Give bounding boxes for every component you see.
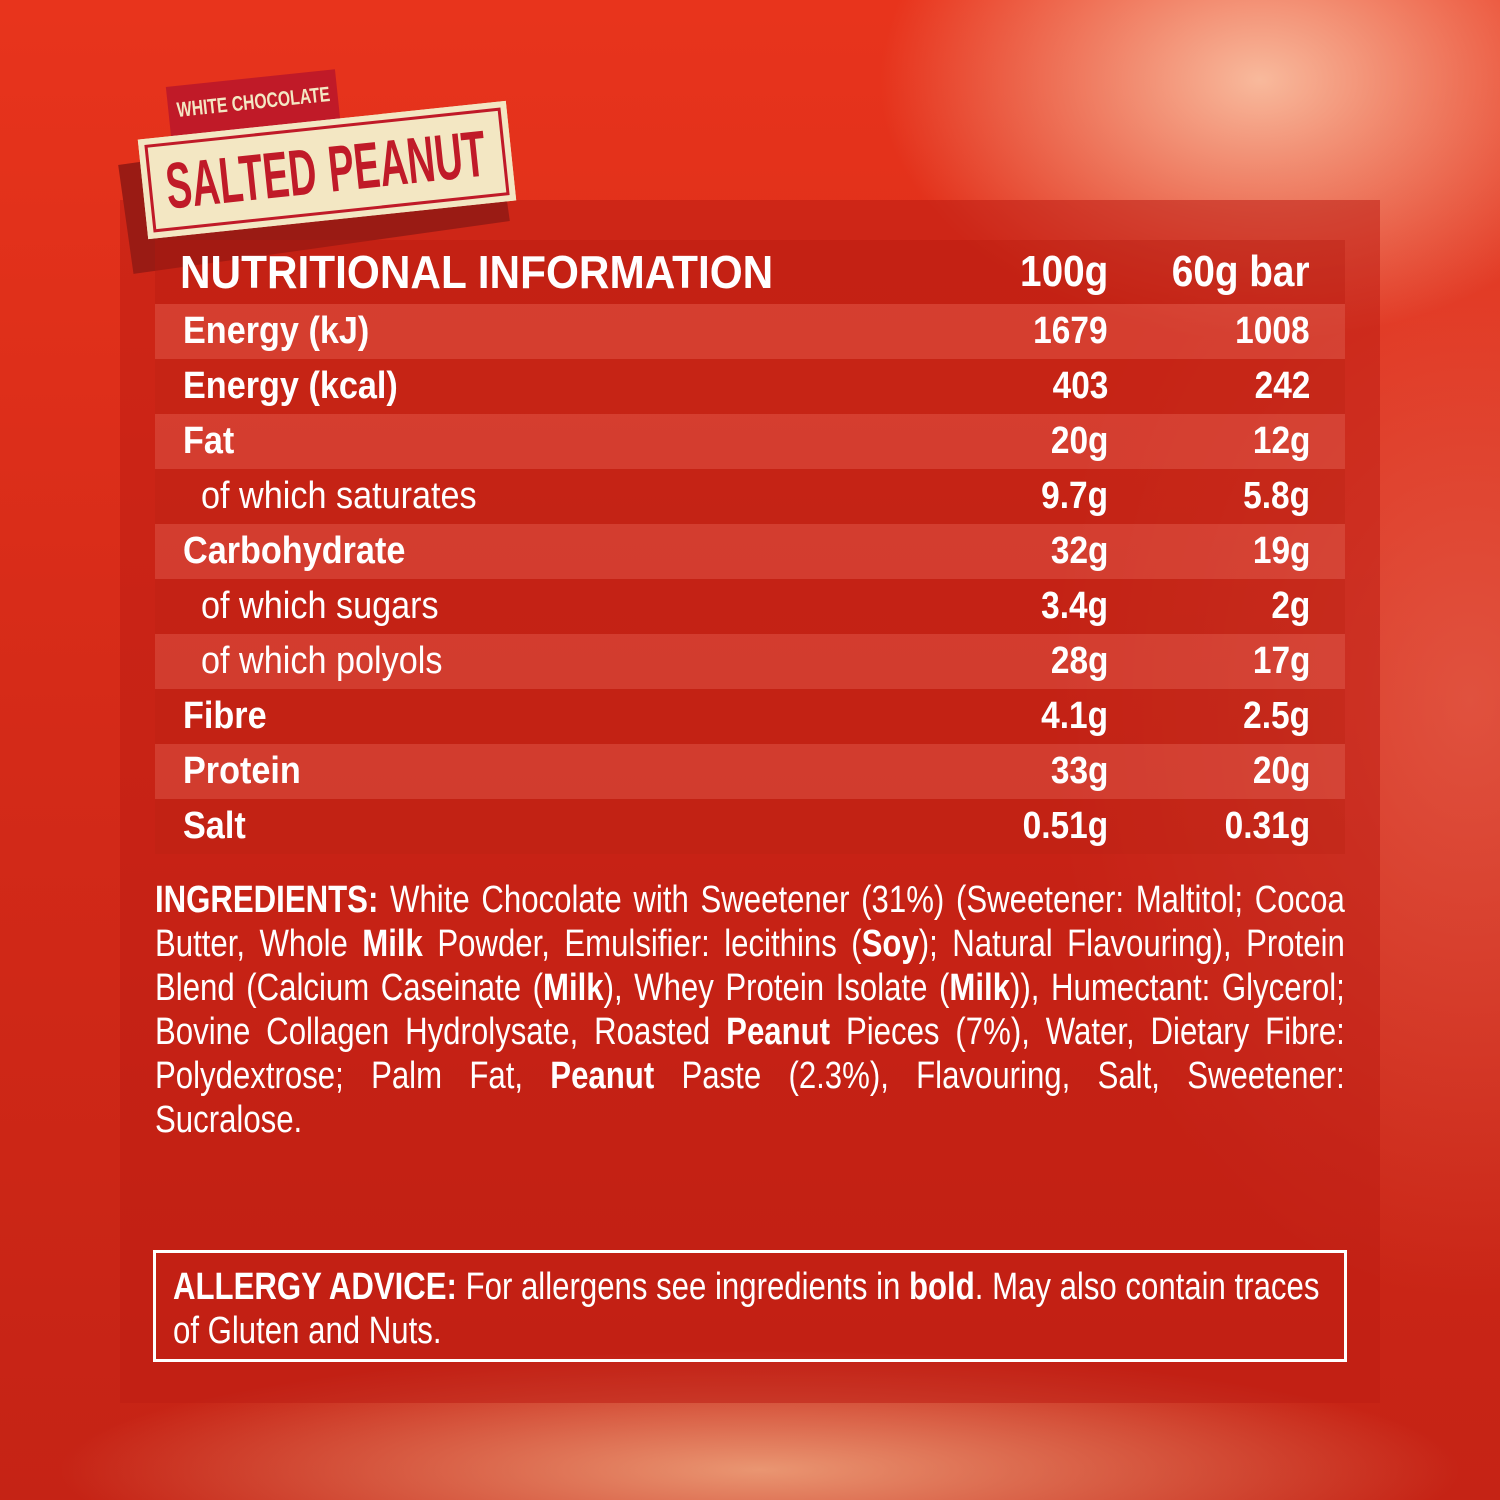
bold-text: ALLERGY ADVICE: — [173, 1266, 457, 1308]
text-segment: . May also contain traces of Gluten and … — [173, 1266, 1320, 1352]
nutrition-header-row: NUTRITIONAL INFORMATION 100g 60g bar — [155, 240, 1345, 304]
value-per-bar: 12g — [1252, 420, 1310, 462]
bold-text: Milk — [949, 967, 1011, 1009]
nutrition-title: NUTRITIONAL INFORMATION — [180, 246, 774, 298]
value-per-bar: 0.31g — [1224, 805, 1310, 847]
value-per-100g: 4.1g — [1041, 695, 1108, 737]
value-per-bar: 1008 — [1235, 310, 1310, 352]
text-segment: Powder, Emulsifier: lecithins ( — [422, 923, 862, 965]
value-per-bar: 2g — [1270, 585, 1310, 627]
bold-text: Soy — [861, 923, 919, 965]
nutrient-label: Carbohydrate — [183, 530, 406, 572]
nutrient-label: Fat — [183, 420, 235, 462]
nutrient-label: Energy (kcal) — [183, 365, 398, 407]
value-per-bar: 20g — [1252, 750, 1310, 792]
nutrition-row: of which saturates 9.7g 5.8g — [155, 469, 1345, 524]
allergy-advice-box: ALLERGY ADVICE: For allergens see ingred… — [153, 1250, 1347, 1362]
nutrient-label: of which sugars — [201, 585, 439, 627]
value-per-bar: 242 — [1254, 365, 1310, 407]
nutrition-row: of which polyols 28g 17g — [155, 634, 1345, 689]
bold-text: Peanut — [726, 1011, 831, 1053]
text-segment: For allergens see ingredients in — [456, 1266, 909, 1308]
nutrition-row: Salt 0.51g 0.31g — [155, 799, 1345, 854]
nutrient-label: of which saturates — [201, 475, 477, 517]
value-per-100g: 0.51g — [1022, 805, 1108, 847]
text-segment: ), Whey Protein Isolate ( — [603, 967, 950, 1009]
value-per-100g: 20g — [1050, 420, 1108, 462]
column-header-bar: 60g bar — [1172, 247, 1310, 296]
nutrition-table: NUTRITIONAL INFORMATION 100g 60g bar Ene… — [155, 240, 1345, 854]
nutrient-label: Protein — [183, 750, 301, 792]
bold-text: Peanut — [550, 1055, 655, 1097]
text-segment: ); Natural Flavouring), Protein Blend (C… — [155, 923, 1345, 1009]
column-header-100g: 100g — [1019, 247, 1108, 296]
bold-text: Milk — [362, 923, 423, 965]
flavour-word-1: SALTED — [162, 135, 320, 223]
text-segment: Paste (2.3%), Flavouring, Salt, Sweetene… — [155, 1055, 1345, 1141]
bold-text: bold — [908, 1266, 975, 1308]
text-segment: )), Humectant: Glycerol; Bovine Collagen… — [155, 967, 1345, 1053]
nutrient-label: Salt — [183, 805, 246, 847]
nutrient-label: Fibre — [183, 695, 267, 737]
value-per-bar: 19g — [1252, 530, 1310, 572]
value-per-100g: 3.4g — [1041, 585, 1108, 627]
flavour-logo: WHITE CHOCOLATE SALTED PEANUT — [118, 50, 520, 274]
bold-text: Milk — [542, 967, 604, 1009]
nutrition-row: Protein 33g 20g — [155, 744, 1345, 799]
nutrition-row: Fat 20g 12g — [155, 414, 1345, 469]
value-per-100g: 32g — [1050, 530, 1108, 572]
bold-text: INGREDIENTS: — [155, 879, 379, 921]
nutrition-row: of which sugars 3.4g 2g — [155, 579, 1345, 634]
nutrient-label: of which polyols — [201, 640, 443, 682]
value-per-100g: 28g — [1050, 640, 1108, 682]
value-per-100g: 9.7g — [1041, 475, 1108, 517]
flavour-subtitle: WHITE CHOCOLATE — [175, 83, 331, 122]
label-panel — [120, 200, 1380, 1403]
value-per-100g: 33g — [1050, 750, 1108, 792]
value-per-100g: 403 — [1052, 365, 1108, 407]
value-per-bar: 5.8g — [1243, 475, 1310, 517]
text-segment: Pieces (7%), Water, Dietary Fibre: Polyd… — [155, 1011, 1345, 1097]
flavour-word-2: PEANUT — [324, 117, 490, 206]
nutrition-row: Energy (kJ) 1679 1008 — [155, 304, 1345, 359]
nutrition-row: Fibre 4.1g 2.5g — [155, 689, 1345, 744]
nutrition-row: Carbohydrate 32g 19g — [155, 524, 1345, 579]
allergy-advice-text: ALLERGY ADVICE: For allergens see ingred… — [173, 1265, 1321, 1353]
nutrient-label: Energy (kJ) — [183, 310, 370, 352]
value-per-100g: 1679 — [1033, 310, 1108, 352]
nutrition-row: Energy (kcal) 403 242 — [155, 359, 1345, 414]
ingredients-text: INGREDIENTS: White Chocolate with Sweete… — [155, 878, 1345, 1142]
value-per-bar: 2.5g — [1243, 695, 1310, 737]
value-per-bar: 17g — [1252, 640, 1310, 682]
text-segment: White Chocolate with Sweetener (31%) (Sw… — [155, 879, 1345, 965]
